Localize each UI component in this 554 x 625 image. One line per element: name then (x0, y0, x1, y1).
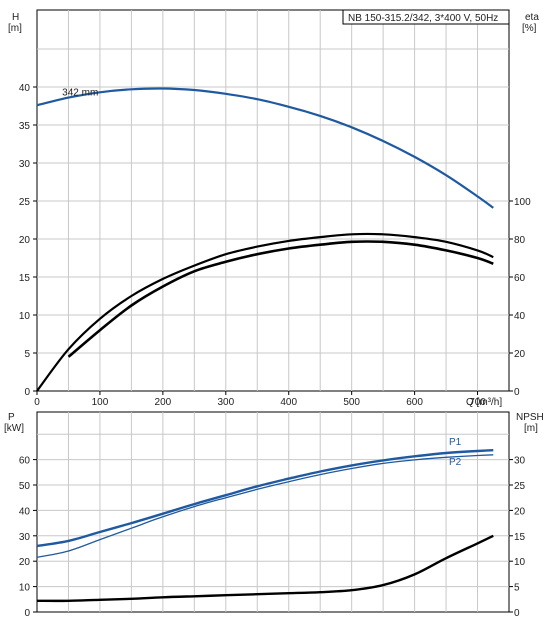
q-axis-tick-label: 300 (217, 397, 234, 408)
q-axis-tick-label: 200 (155, 397, 172, 408)
q-axis-label: Q [m³/h] (466, 397, 502, 408)
p-axis-tick-label: 10 (19, 583, 31, 594)
power-curve-p1 (36, 449, 494, 548)
p-axis-tick-label: 40 (19, 506, 31, 517)
q-axis-tick-label: 600 (406, 397, 423, 408)
h-axis-tick-label: 10 (19, 311, 31, 322)
h-axis-label: H (12, 12, 19, 23)
head-curve-342mm (36, 87, 494, 209)
eta-axis-tick-label: 100 (514, 197, 531, 208)
h-axis-tick-label: 40 (19, 83, 31, 94)
eta-axis-tick-label: 80 (514, 235, 526, 246)
h-axis-tick-label: 15 (19, 273, 31, 284)
npsh-curve (36, 534, 494, 603)
npsh-axis-tick-label: 30 (514, 456, 526, 467)
efficiency-curve-lower (67, 240, 494, 358)
npsh-axis-unit: [m] (524, 423, 538, 434)
head-curve-label: 342 mm (62, 87, 98, 98)
title-box (342, 9, 510, 25)
eta-axis-tick-label: 40 (514, 311, 526, 322)
p-axis-label: P (8, 412, 15, 423)
h-axis-tick-label: 35 (19, 121, 31, 132)
p-axis-tick-label: 30 (19, 532, 31, 543)
power-curve-p1-label: P1 (449, 437, 462, 448)
eta-axis-tick-label: 60 (514, 273, 526, 284)
efficiency-curve-upper (36, 232, 494, 392)
npsh-axis-tick-label: 10 (514, 557, 526, 568)
h-axis-tick-label: 0 (24, 387, 30, 398)
p-axis-tick-label: 0 (24, 608, 30, 619)
npsh-axis-tick-label: 5 (514, 583, 520, 594)
h-axis-tick-label: 25 (19, 197, 31, 208)
h-axis-tick-label: 20 (19, 235, 31, 246)
q-axis-tick-label: 100 (92, 397, 109, 408)
npsh-axis-tick-label: 25 (514, 481, 526, 492)
p-axis-tick-label: 50 (19, 481, 31, 492)
npsh-axis-label: NPSH (516, 412, 544, 423)
chart-title: NB 150-315.2/342, 3*400 V, 50Hz (348, 13, 498, 24)
eta-axis-label: eta (525, 12, 539, 23)
p-axis-tick-label: 60 (19, 456, 31, 467)
q-axis-tick-label: 500 (343, 397, 360, 408)
q-axis-tick-label: 400 (280, 397, 297, 408)
power-curve-p2-label: P2 (449, 457, 462, 468)
npsh-axis-tick-label: 20 (514, 506, 526, 517)
q-axis-tick-label: 0 (34, 397, 40, 408)
p-axis-unit: [kW] (4, 423, 24, 434)
npsh-axis-tick-label: 0 (514, 608, 520, 619)
h-axis-tick-label: 30 (19, 159, 31, 170)
h-axis-unit: [m] (8, 23, 22, 34)
npsh-axis-tick-label: 15 (514, 532, 526, 543)
eta-axis-tick-label: 0 (514, 387, 520, 398)
h-axis-tick-label: 5 (24, 349, 30, 360)
eta-axis-tick-label: 20 (514, 349, 526, 360)
bottom-plot-frame (36, 411, 510, 613)
eta-axis-unit: [%] (522, 23, 537, 34)
p-axis-tick-label: 20 (19, 557, 31, 568)
power-curve-p2 (36, 454, 494, 559)
q-axis-tick-label: 700 (469, 397, 486, 408)
